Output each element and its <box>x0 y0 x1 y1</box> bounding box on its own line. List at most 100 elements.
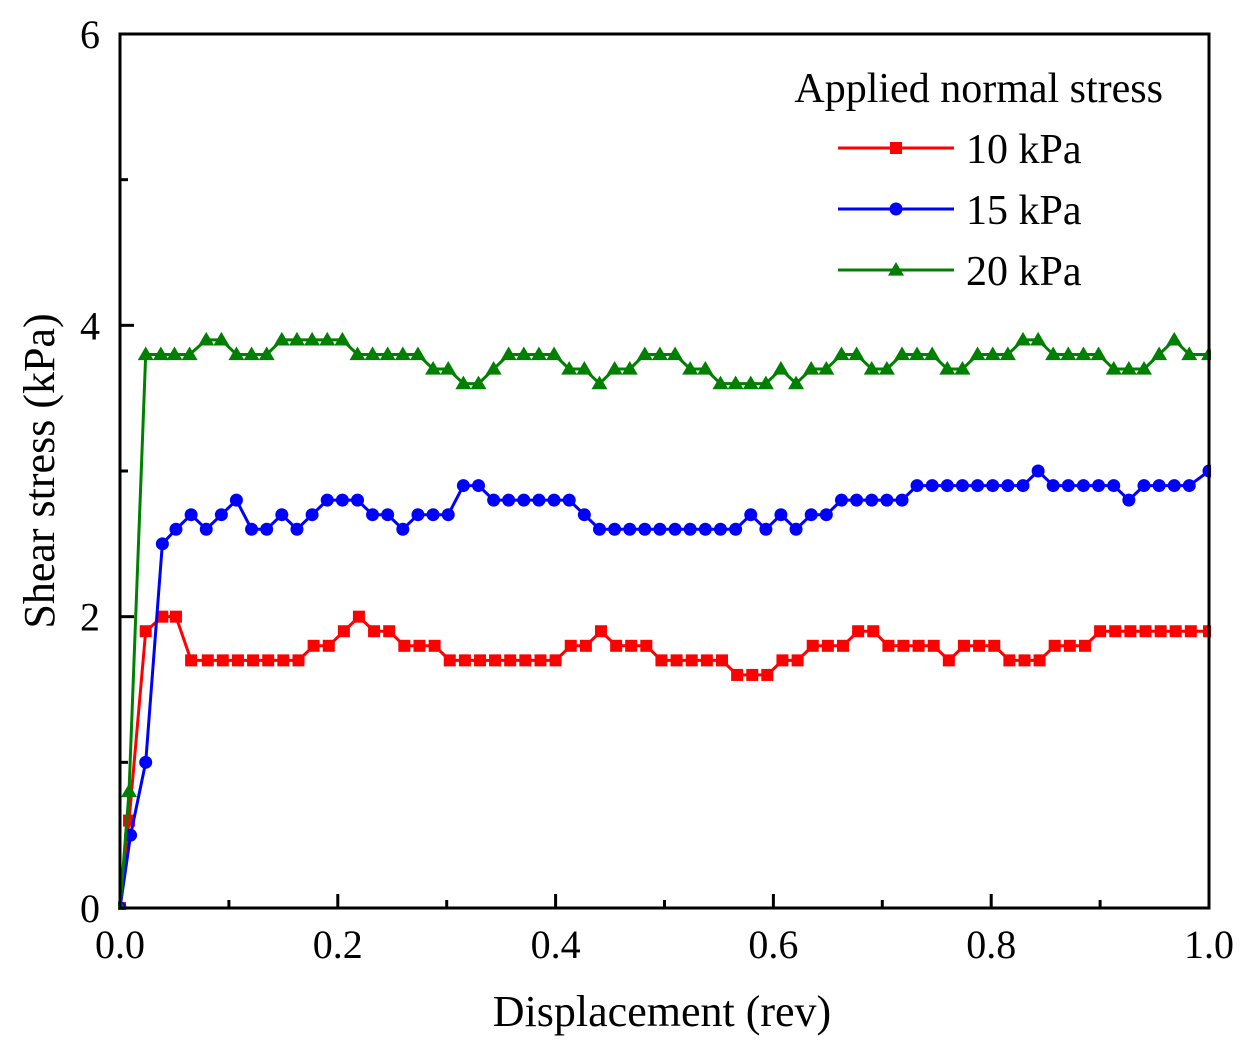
legend-label-15-kpa: 15 kPa <box>966 188 1082 234</box>
x-tick-label-5: 1.0 <box>1184 922 1234 967</box>
point-15-kpa-50 <box>865 493 879 507</box>
point-15-kpa-2 <box>139 755 153 769</box>
point-20-kpa-59 <box>999 346 1016 361</box>
point-10-kpa-70 <box>1169 625 1182 638</box>
point-15-kpa-16 <box>351 493 365 507</box>
point-20-kpa-3 <box>152 346 169 361</box>
ticks-layer: 0.0 0.2 0.4 0.6 0.8 1.0 0 2 4 6 <box>80 12 1234 967</box>
point-15-kpa-68 <box>1137 479 1151 493</box>
point-20-kpa-10 <box>258 346 275 361</box>
point-20-kpa-56 <box>954 361 971 375</box>
point-10-kpa-54 <box>927 639 940 652</box>
point-10-kpa-43 <box>761 668 774 681</box>
point-10-kpa-50 <box>867 625 880 638</box>
point-15-kpa-48 <box>834 493 848 507</box>
point-15-kpa-52 <box>895 493 909 507</box>
point-10-kpa-71 <box>1184 625 1197 638</box>
point-10-kpa-64 <box>1078 639 1091 652</box>
point-20-kpa-30 <box>561 361 578 375</box>
point-10-kpa-66 <box>1109 625 1122 638</box>
point-20-kpa-13 <box>304 331 321 346</box>
point-10-kpa-19 <box>398 639 411 652</box>
legend-entry-20-kpa: 20 kPa <box>838 249 1082 295</box>
x-tick-label-4: 0.8 <box>966 922 1016 967</box>
point-15-kpa-63 <box>1061 479 1075 493</box>
point-20-kpa-62 <box>1045 346 1062 361</box>
point-15-kpa-11 <box>275 508 289 522</box>
point-15-kpa-33 <box>608 522 622 536</box>
point-15-kpa-65 <box>1092 479 1106 493</box>
point-20-kpa-42 <box>742 375 759 390</box>
point-10-kpa-44 <box>776 654 789 667</box>
point-10-kpa-57 <box>973 639 986 652</box>
point-15-kpa-54 <box>925 479 939 493</box>
point-10-kpa-21 <box>428 639 441 652</box>
point-15-kpa-36 <box>653 522 667 536</box>
point-15-kpa-27 <box>517 493 531 507</box>
x-tick-label-1: 0.2 <box>313 922 363 967</box>
point-20-kpa-51 <box>878 361 895 375</box>
legend-marker-20-kpa <box>888 262 904 276</box>
point-20-kpa-4 <box>166 346 183 361</box>
legend-entry-15-kpa: 15 kPa <box>838 188 1082 234</box>
point-20-kpa-47 <box>818 361 835 375</box>
point-15-kpa-58 <box>986 479 1000 493</box>
series-20-kpa <box>118 331 1211 910</box>
point-20-kpa-67 <box>1120 361 1137 375</box>
point-15-kpa-22 <box>441 508 455 522</box>
point-10-kpa-55 <box>942 654 955 667</box>
point-20-kpa-43 <box>757 375 774 390</box>
point-20-kpa-28 <box>530 346 547 361</box>
point-15-kpa-26 <box>502 493 516 507</box>
legend-label-20-kpa: 20 kPa <box>966 249 1082 295</box>
point-20-kpa-9 <box>243 346 260 361</box>
point-10-kpa-62 <box>1048 639 1061 652</box>
point-15-kpa-43 <box>759 522 773 536</box>
point-15-kpa-17 <box>366 508 380 522</box>
point-20-kpa-57 <box>969 346 986 361</box>
point-15-kpa-56 <box>955 479 969 493</box>
point-10-kpa-65 <box>1094 625 1107 638</box>
point-15-kpa-19 <box>396 522 410 536</box>
point-20-kpa-31 <box>576 361 593 375</box>
point-20-kpa-46 <box>803 361 820 375</box>
point-15-kpa-21 <box>426 508 440 522</box>
point-20-kpa-27 <box>515 346 532 361</box>
point-10-kpa-49 <box>852 625 865 638</box>
point-20-kpa-33 <box>606 361 623 375</box>
series-layer <box>118 331 1211 910</box>
point-10-kpa-38 <box>685 654 698 667</box>
point-15-kpa-45 <box>789 522 803 536</box>
legend-marker-15-kpa <box>889 202 903 216</box>
point-15-kpa-8 <box>229 493 243 507</box>
point-20-kpa-12 <box>288 331 305 346</box>
point-10-kpa-31 <box>579 639 592 652</box>
point-15-kpa-29 <box>547 493 561 507</box>
point-10-kpa-37 <box>670 654 683 667</box>
point-10-kpa-26 <box>504 654 517 667</box>
point-15-kpa-38 <box>683 522 697 536</box>
point-10-kpa-5 <box>185 654 198 667</box>
series-line-15-kpa <box>118 469 1210 909</box>
point-10-kpa-69 <box>1154 625 1167 638</box>
point-10-kpa-16 <box>352 610 365 623</box>
point-15-kpa-67 <box>1122 493 1136 507</box>
point-15-kpa-13 <box>305 508 319 522</box>
point-10-kpa-25 <box>489 654 502 667</box>
point-15-kpa-64 <box>1076 479 1090 493</box>
point-20-kpa-71 <box>1181 346 1198 361</box>
point-20-kpa-17 <box>364 346 381 361</box>
point-15-kpa-42 <box>744 508 758 522</box>
point-20-kpa-44 <box>772 361 789 375</box>
point-15-kpa-40 <box>713 522 727 536</box>
point-10-kpa-9 <box>247 654 260 667</box>
point-20-kpa-49 <box>848 346 865 361</box>
point-15-kpa-10 <box>260 522 274 536</box>
x-tick-label-0: 0.0 <box>95 922 145 967</box>
point-10-kpa-23 <box>458 654 471 667</box>
point-15-kpa-12 <box>290 522 304 536</box>
legend: Applied normal stress 10 kPa 15 kPa 20 kPa <box>794 66 1163 295</box>
x-tick-label-2: 0.4 <box>531 922 581 967</box>
point-10-kpa-13 <box>307 639 320 652</box>
point-20-kpa-18 <box>379 346 396 361</box>
